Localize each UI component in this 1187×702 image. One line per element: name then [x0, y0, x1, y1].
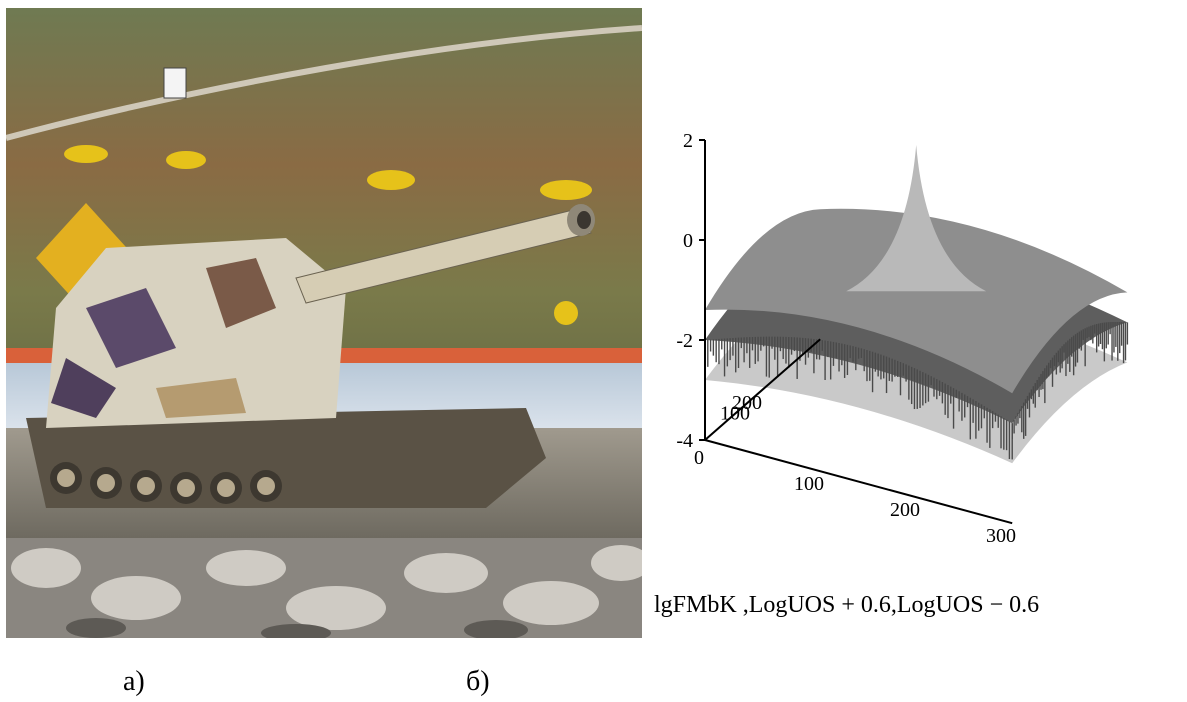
y-tick-label: 200	[732, 392, 762, 414]
howitzer-photo	[6, 8, 642, 638]
surface-upper	[705, 208, 1128, 394]
panel-b-label: б)	[466, 666, 490, 697]
y-tick-label: 100	[720, 403, 750, 425]
x-tick-label: 0	[694, 447, 704, 469]
panel-a-label: а)	[123, 666, 145, 697]
surface-noise-spikes	[704, 321, 1129, 460]
y-axis	[704, 338, 821, 441]
z-tick-label: 0	[683, 230, 693, 252]
z-tick-label: -2	[676, 330, 693, 352]
surface-peak	[846, 145, 987, 292]
plot-caption: lgFMbK ,LogUOS + 0.6,LogUOS − 0.6	[654, 592, 1040, 618]
surface-group	[705, 145, 1128, 464]
z-tick-label: 2	[683, 130, 693, 152]
z-tick-label: -4	[676, 430, 693, 452]
plot-axes	[704, 140, 1013, 525]
x-axis	[704, 439, 1013, 525]
x-tick-label: 300	[986, 525, 1016, 547]
x-tick-label: 200	[890, 499, 920, 521]
x-tick-label: 100	[794, 473, 824, 495]
